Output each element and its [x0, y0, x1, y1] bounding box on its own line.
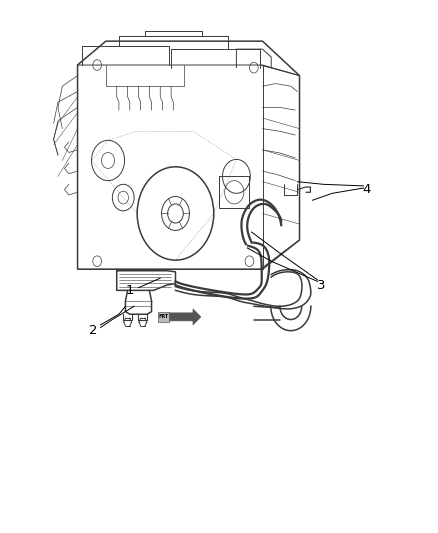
Text: 3: 3: [317, 279, 325, 292]
FancyArrow shape: [169, 309, 201, 325]
Text: 2: 2: [88, 324, 97, 337]
Text: 4: 4: [363, 183, 371, 196]
Text: FRT: FRT: [159, 314, 169, 319]
FancyBboxPatch shape: [158, 312, 169, 322]
Text: 1: 1: [126, 284, 134, 297]
